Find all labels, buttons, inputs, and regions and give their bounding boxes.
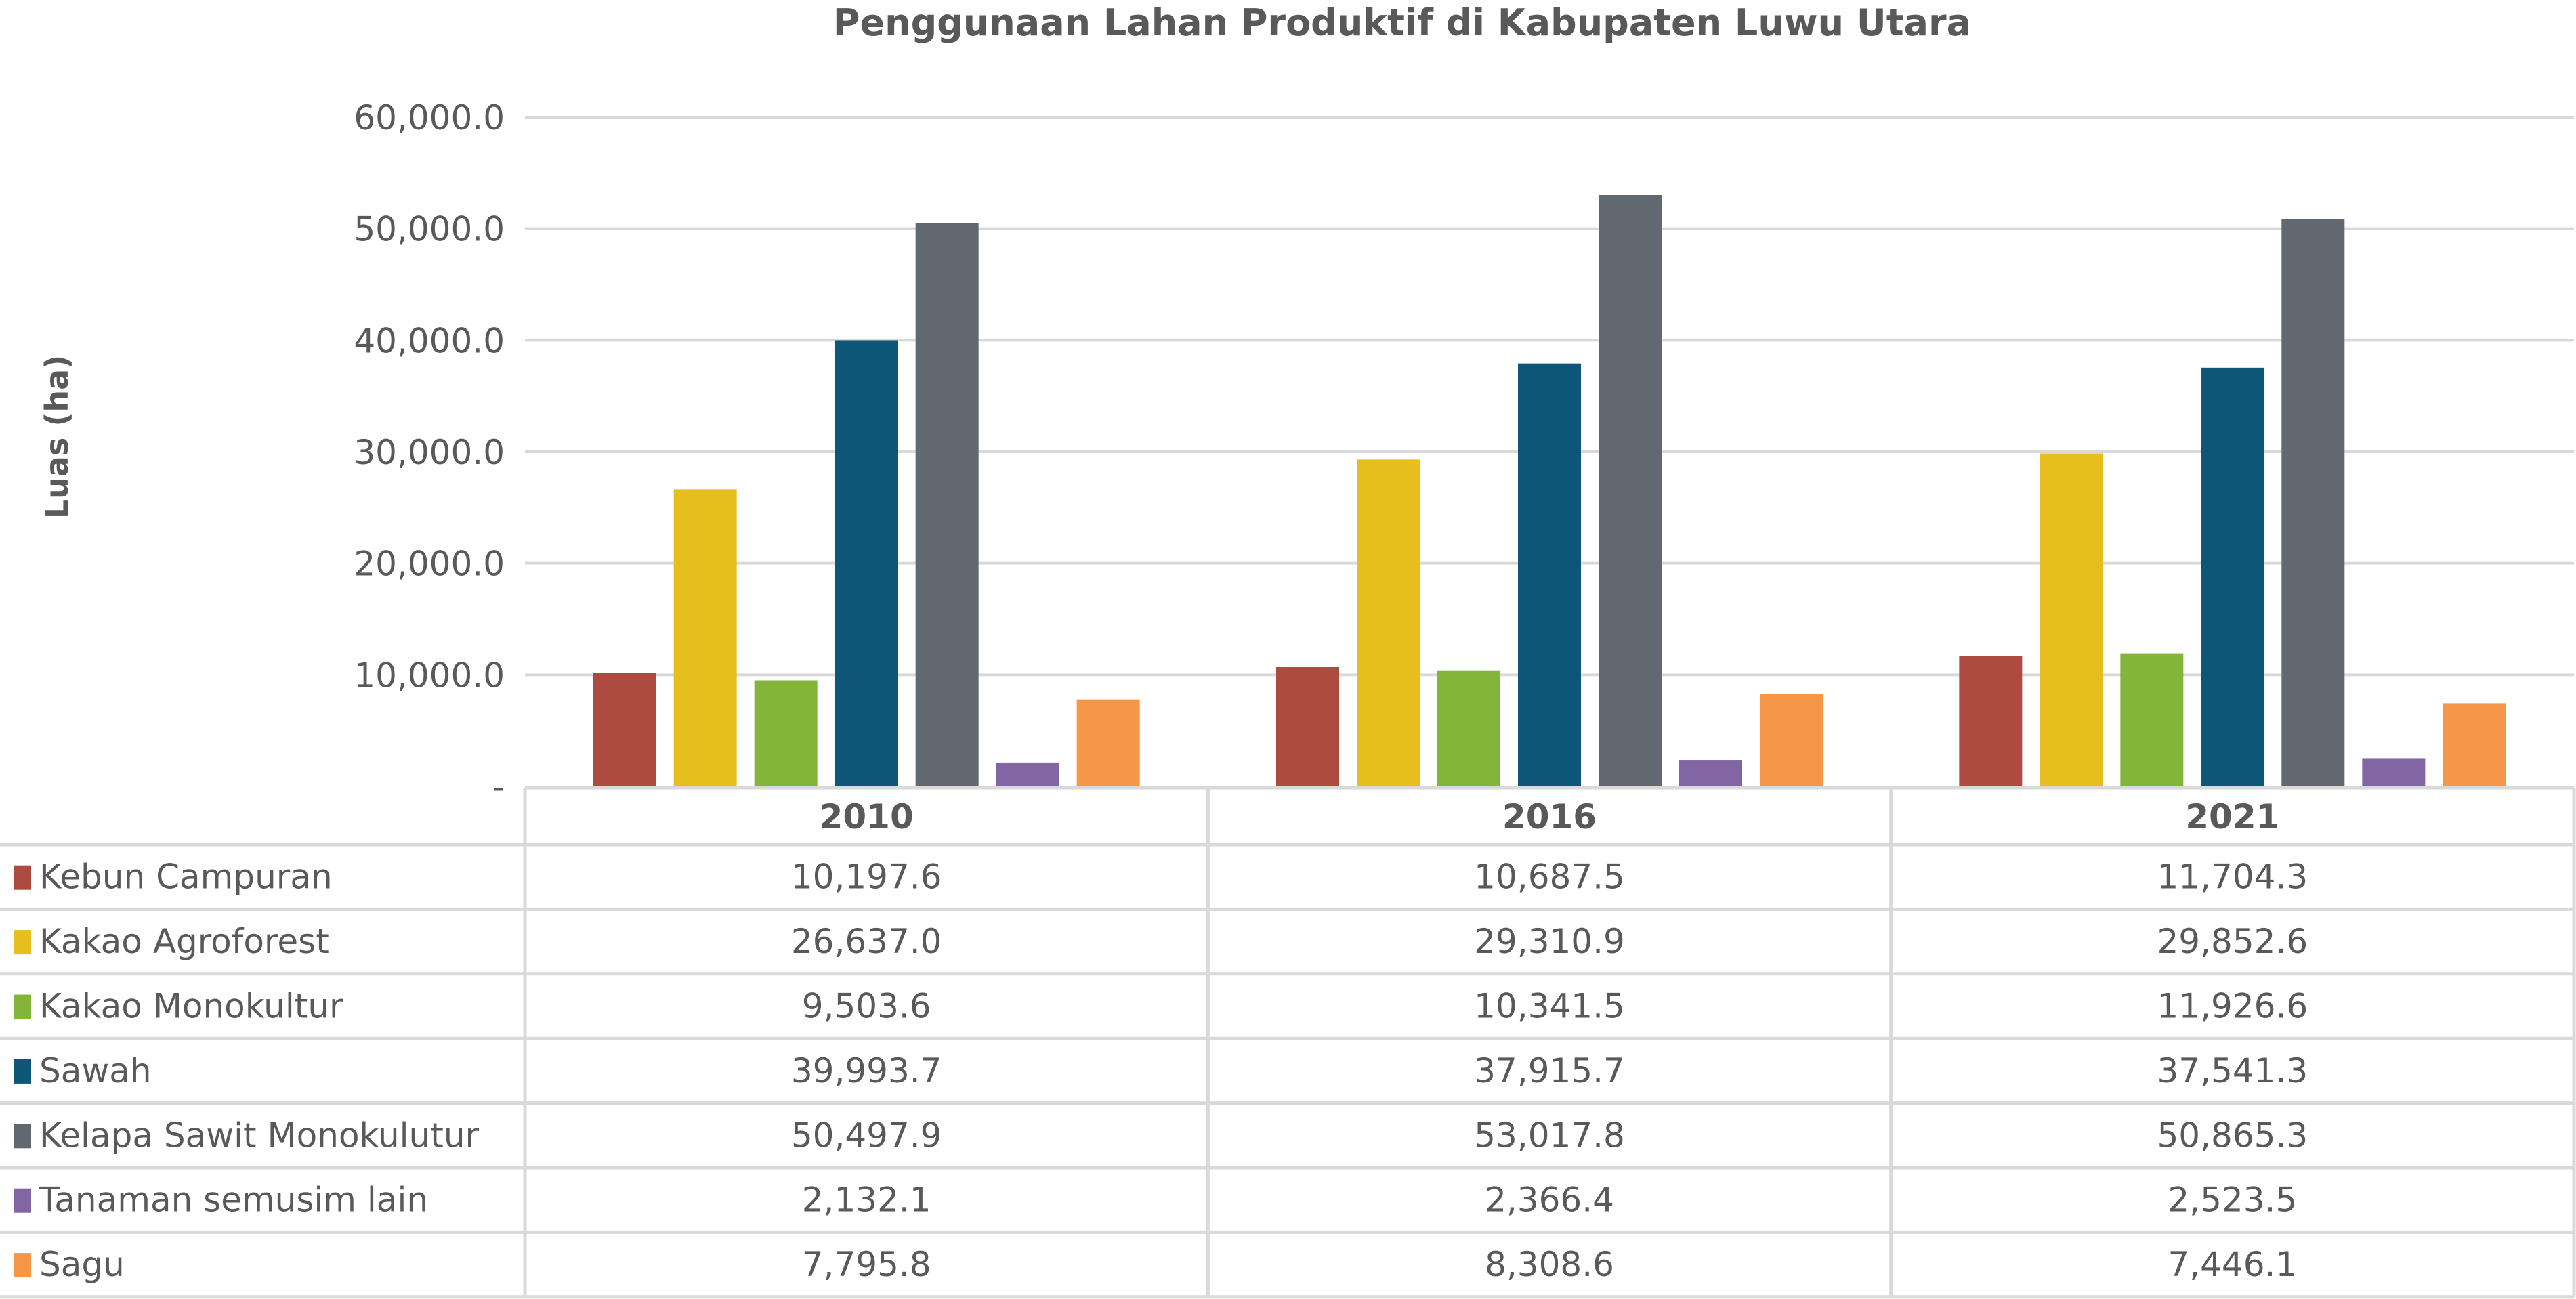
bar-sagu-2021	[2443, 703, 2506, 786]
chart-title: Penggunaan Lahan Produktif di Kabupaten …	[833, 1, 1971, 44]
table-cell-value: 2,366.4	[1485, 1180, 1614, 1220]
bar-kelapa-sawit-monokulutur-2021	[2281, 219, 2345, 786]
y-tick-label: 20,000.0	[354, 545, 505, 584]
table-cell-value: 2,523.5	[2168, 1180, 2297, 1220]
legend-swatch	[14, 930, 31, 955]
bar-sagu-2016	[1760, 694, 1823, 786]
bar-kakao-agroforest-2021	[2040, 453, 2103, 786]
table-cell-value: 9,503.6	[802, 987, 931, 1026]
legend-swatch	[14, 1253, 31, 1278]
y-tick-label: 60,000.0	[354, 98, 505, 137]
bar-sagu-2010	[1076, 699, 1140, 786]
table-cell-value: 10,341.5	[1474, 987, 1625, 1026]
legend-label: Sawah	[39, 1051, 152, 1090]
legend-label: Kakao Agroforest	[39, 922, 329, 961]
bar-kakao-agroforest-2010	[673, 489, 737, 786]
table-header-year: 2010	[820, 797, 914, 836]
legend-label: Kebun Campuran	[39, 857, 333, 897]
bar-sawah-2016	[1518, 363, 1581, 786]
table-cell-value: 7,446.1	[2168, 1245, 2297, 1284]
legend-label: Sagu	[39, 1245, 125, 1284]
table-cell-value: 29,852.6	[2157, 922, 2308, 961]
bar-kelapa-sawit-monokulutur-2010	[915, 223, 979, 787]
legend-swatch	[14, 1059, 31, 1084]
bar-kakao-monokultur-2010	[754, 680, 818, 786]
table-header-year: 2021	[2185, 797, 2279, 836]
legend-swatch	[14, 994, 31, 1019]
bar-tanaman-semusim-lain-2021	[2362, 758, 2426, 786]
table-cell-value: 10,197.6	[791, 857, 942, 897]
table-header-year: 2016	[1502, 797, 1597, 836]
legend-label: Kelapa Sawit Monokulutur	[39, 1115, 480, 1155]
legend-swatch	[14, 865, 31, 890]
legend-swatch	[14, 1188, 31, 1213]
bar-kebun-campuran-2016	[1276, 667, 1339, 786]
y-tick-label: -	[492, 767, 505, 807]
table-cell-value: 11,704.3	[2157, 857, 2308, 897]
table-cell-value: 50,497.9	[791, 1115, 942, 1155]
y-tick-label: 10,000.0	[354, 656, 505, 695]
bar-kakao-monokultur-2021	[2120, 653, 2184, 786]
y-axis-label: Luas (ha)	[39, 355, 75, 519]
table-cell-value: 7,795.8	[802, 1245, 931, 1284]
bar-kelapa-sawit-monokulutur-2016	[1599, 194, 1662, 786]
bars	[593, 194, 2506, 787]
legend-label: Kakao Monokultur	[39, 987, 343, 1026]
table-cell-value: 10,687.5	[1474, 857, 1625, 897]
y-tick-label: 30,000.0	[354, 433, 505, 472]
y-tick-label: 40,000.0	[354, 321, 505, 360]
bar-sawah-2021	[2201, 367, 2264, 786]
bar-tanaman-semusim-lain-2016	[1679, 760, 1742, 786]
table-cell-value: 50,865.3	[2157, 1115, 2308, 1155]
table-cell-value: 53,017.8	[1474, 1115, 1625, 1155]
bar-tanaman-semusim-lain-2010	[996, 762, 1059, 786]
table-cell-value: 2,132.1	[802, 1180, 931, 1220]
y-axis-ticks: - 10,000.0 20,000.0 30,000.0 40,000.0 50,000.…	[354, 98, 505, 807]
bar-kakao-agroforest-2016	[1357, 459, 1420, 786]
bar-kakao-monokultur-2016	[1437, 670, 1500, 786]
table-cell-value: 29,310.9	[1474, 922, 1625, 961]
legend-swatch	[14, 1124, 31, 1149]
table-cell-value: 11,926.6	[2157, 987, 2308, 1026]
table-cell-value: 39,993.7	[791, 1051, 942, 1090]
y-tick-label: 50,000.0	[354, 210, 505, 249]
legend-label: Tanaman semusim lain	[39, 1180, 428, 1220]
table-cell-value: 37,541.3	[2157, 1051, 2308, 1090]
table-cell-value: 26,637.0	[791, 922, 942, 961]
table-cell-value: 37,915.7	[1474, 1051, 1625, 1090]
data-table: 2010 2016 2021 Kebun Campuran 10,197.6 10,687…	[0, 786, 2576, 1299]
bar-kebun-campuran-2010	[593, 673, 656, 786]
table-cell-value: 8,308.6	[1485, 1245, 1614, 1284]
bar-sawah-2010	[835, 340, 898, 786]
bar-kebun-campuran-2021	[1959, 656, 2023, 786]
